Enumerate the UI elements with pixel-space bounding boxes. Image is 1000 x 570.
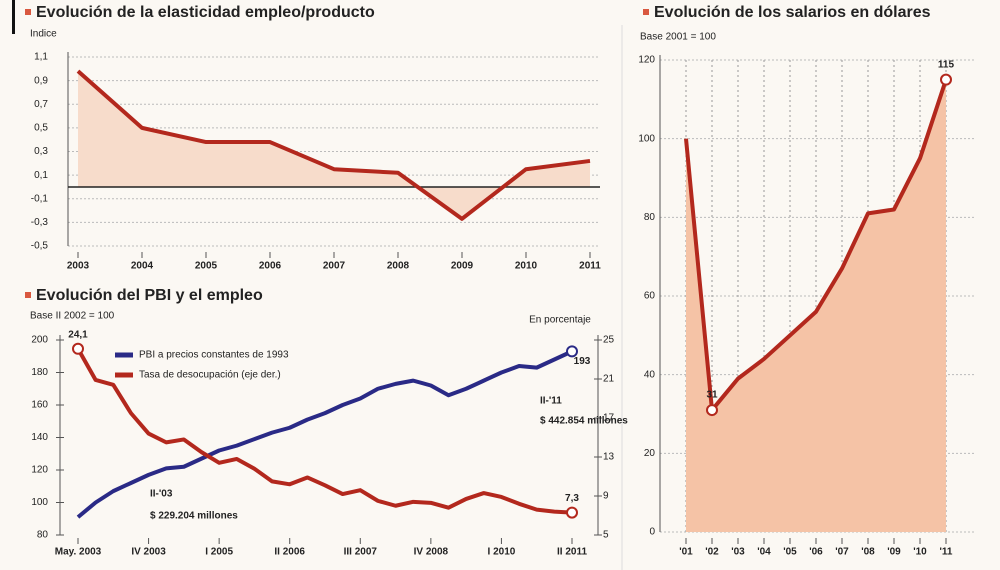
data-label: 31 — [706, 390, 718, 401]
y-tick-label: 40 — [644, 369, 656, 380]
y-tick-label: 100 — [638, 133, 655, 144]
y-tick-label: 0,5 — [34, 123, 48, 134]
title-bullet — [25, 292, 31, 298]
point-marker — [566, 345, 578, 358]
x-tick-label: 2003 — [67, 261, 90, 272]
x-tick-label: '05 — [783, 547, 797, 558]
x-tick-label: 2004 — [131, 261, 154, 272]
x-tick-label: 2011 — [579, 261, 601, 272]
y-tick-label: 1,1 — [34, 52, 48, 63]
x-tick-label: 2010 — [515, 261, 538, 272]
y-tick-label: 20 — [644, 448, 656, 459]
chart-title: Evolución de los salarios en dólares — [654, 4, 931, 21]
x-tick-label: '07 — [835, 547, 849, 558]
y-tick-label: -0,3 — [31, 217, 49, 228]
y-tick-label: 0,1 — [34, 170, 48, 181]
annotation: $ 229.204 millones — [150, 511, 238, 522]
x-tick-label: '09 — [887, 547, 901, 558]
chart-title: Evolución de la elasticidad empleo/produ… — [36, 4, 375, 21]
x-tick-label: 2008 — [387, 261, 410, 272]
y-tick-label: 80 — [644, 212, 656, 223]
x-tick-label: '06 — [809, 547, 823, 558]
x-tick-label: II 2011 — [557, 547, 587, 558]
x-tick-label: May. 2003 — [55, 547, 102, 558]
y-tick-label: 80 — [37, 530, 49, 541]
y2-tick-label: 17 — [603, 413, 615, 424]
x-tick-label: III 2007 — [344, 547, 378, 558]
y-tick-label: -0,1 — [31, 193, 49, 204]
point-marker — [72, 342, 84, 355]
data-label: 115 — [938, 59, 955, 70]
line — [76, 69, 591, 221]
x-tick-label: '03 — [731, 547, 745, 558]
x-tick-label: '11 — [940, 547, 953, 558]
x-tick-label: 2006 — [259, 261, 282, 272]
x-tick-label: I 2010 — [488, 547, 516, 558]
y-tick-label: 60 — [644, 291, 656, 302]
area — [78, 71, 590, 219]
x-tick-label: II 2006 — [274, 547, 305, 558]
y-axis-label: Indice — [30, 29, 57, 40]
y2-tick-label: 21 — [603, 374, 615, 385]
x-tick-label: '08 — [861, 547, 875, 558]
x-tick-label: IV 2008 — [414, 547, 449, 558]
x-tick-label: 2009 — [451, 261, 474, 272]
y-tick-label: -0,5 — [31, 241, 49, 252]
y2-tick-label: 9 — [603, 491, 609, 502]
point-marker — [566, 506, 578, 519]
line — [684, 79, 948, 413]
annotation: II-'03 — [150, 489, 173, 500]
legend-label: PBI a precios constantes de 1993 — [139, 350, 289, 361]
y-tick-label: 200 — [31, 335, 48, 346]
x-tick-label: '10 — [913, 547, 927, 558]
y-tick-label: 120 — [638, 55, 655, 66]
x-tick-label: '04 — [757, 547, 771, 558]
line — [76, 347, 573, 515]
area — [686, 79, 946, 533]
y-tick-label: 120 — [31, 465, 48, 476]
y-tick-label: 0,3 — [34, 146, 48, 157]
chart-subtitle: Base 2001 = 100 — [640, 32, 716, 43]
title-bullet — [643, 9, 649, 15]
title-bullet — [25, 9, 31, 15]
section-bar — [12, 0, 15, 34]
y2-tick-label: 13 — [603, 452, 615, 463]
point-marker — [940, 73, 952, 86]
y-tick-label: 0 — [649, 527, 655, 538]
x-tick-label: IV 2003 — [131, 547, 166, 558]
x-tick-label: '02 — [705, 547, 719, 558]
y-tick-label: 180 — [31, 367, 48, 378]
data-label: 7,3 — [565, 493, 579, 504]
data-label: 193 — [574, 356, 591, 367]
annotation: $ 442.854 millones — [540, 416, 628, 427]
y-tick-label: 0,7 — [34, 99, 48, 110]
line — [76, 349, 573, 519]
y-tick-label: 140 — [31, 432, 48, 443]
chart-title: Evolución del PBI y el empleo — [36, 287, 263, 304]
y2-tick-label: 5 — [603, 530, 609, 541]
y-tick-label: 100 — [31, 497, 48, 508]
y-tick-label: 160 — [31, 400, 48, 411]
point-marker — [706, 404, 718, 417]
chart-subtitle: Base II 2002 = 100 — [30, 311, 115, 322]
y-tick-label: 0,9 — [34, 75, 48, 86]
legend-label: Tasa de desocupación (eje der.) — [139, 370, 281, 381]
data-label: 24,1 — [68, 329, 88, 340]
x-tick-label: I 2005 — [205, 547, 233, 558]
annotation: II-'11 — [540, 396, 562, 407]
y2-axis-label: En porcentaje — [529, 315, 591, 326]
y2-tick-label: 25 — [603, 335, 615, 346]
x-tick-label: 2007 — [323, 261, 346, 272]
x-tick-label: '01 — [679, 547, 693, 558]
x-tick-label: 2005 — [195, 261, 218, 272]
